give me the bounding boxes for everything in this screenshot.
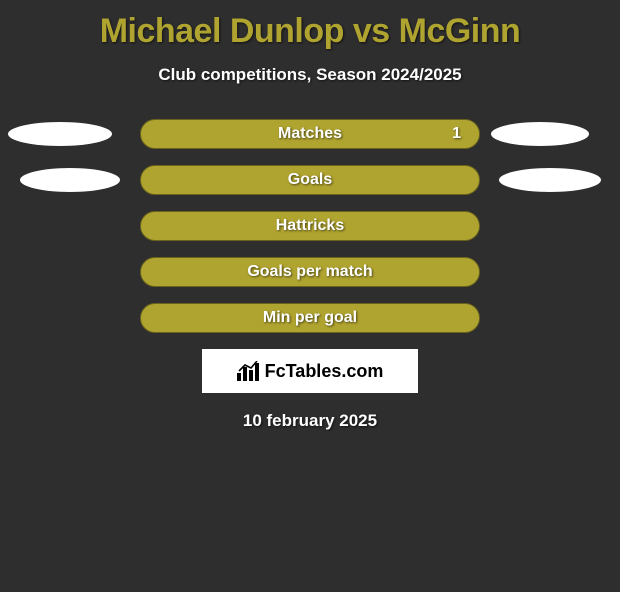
stat-row: Goals bbox=[0, 165, 620, 195]
stat-bar: Matches 1 bbox=[140, 119, 480, 149]
stat-label: Goals bbox=[288, 171, 332, 189]
stat-row: Hattricks bbox=[0, 211, 620, 241]
right-ellipse bbox=[499, 168, 601, 192]
stat-rows: Matches 1 Goals Hattricks Goals per match Min… bbox=[0, 119, 620, 333]
stat-bar: Min per goal bbox=[140, 303, 480, 333]
page-title: Michael Dunlop vs McGinn bbox=[0, 12, 620, 51]
date-label: 10 february 2025 bbox=[0, 411, 620, 431]
stat-label: Goals per match bbox=[247, 263, 372, 281]
chart-icon bbox=[237, 361, 259, 381]
stat-row: Min per goal bbox=[0, 303, 620, 333]
stat-label: Hattricks bbox=[276, 217, 344, 235]
logo-text: FcTables.com bbox=[265, 361, 384, 382]
left-ellipse bbox=[8, 122, 112, 146]
right-ellipse bbox=[491, 122, 589, 146]
stat-label: Min per goal bbox=[263, 309, 357, 327]
stat-value: 1 bbox=[452, 125, 461, 143]
logo-box: FcTables.com bbox=[202, 349, 418, 393]
stat-bar: Hattricks bbox=[140, 211, 480, 241]
stat-row: Goals per match bbox=[0, 257, 620, 287]
stat-bar: Goals per match bbox=[140, 257, 480, 287]
subtitle: Club competitions, Season 2024/2025 bbox=[0, 65, 620, 85]
left-ellipse bbox=[20, 168, 120, 192]
stat-row: Matches 1 bbox=[0, 119, 620, 149]
stat-label: Matches bbox=[278, 125, 342, 143]
stat-bar: Goals bbox=[140, 165, 480, 195]
